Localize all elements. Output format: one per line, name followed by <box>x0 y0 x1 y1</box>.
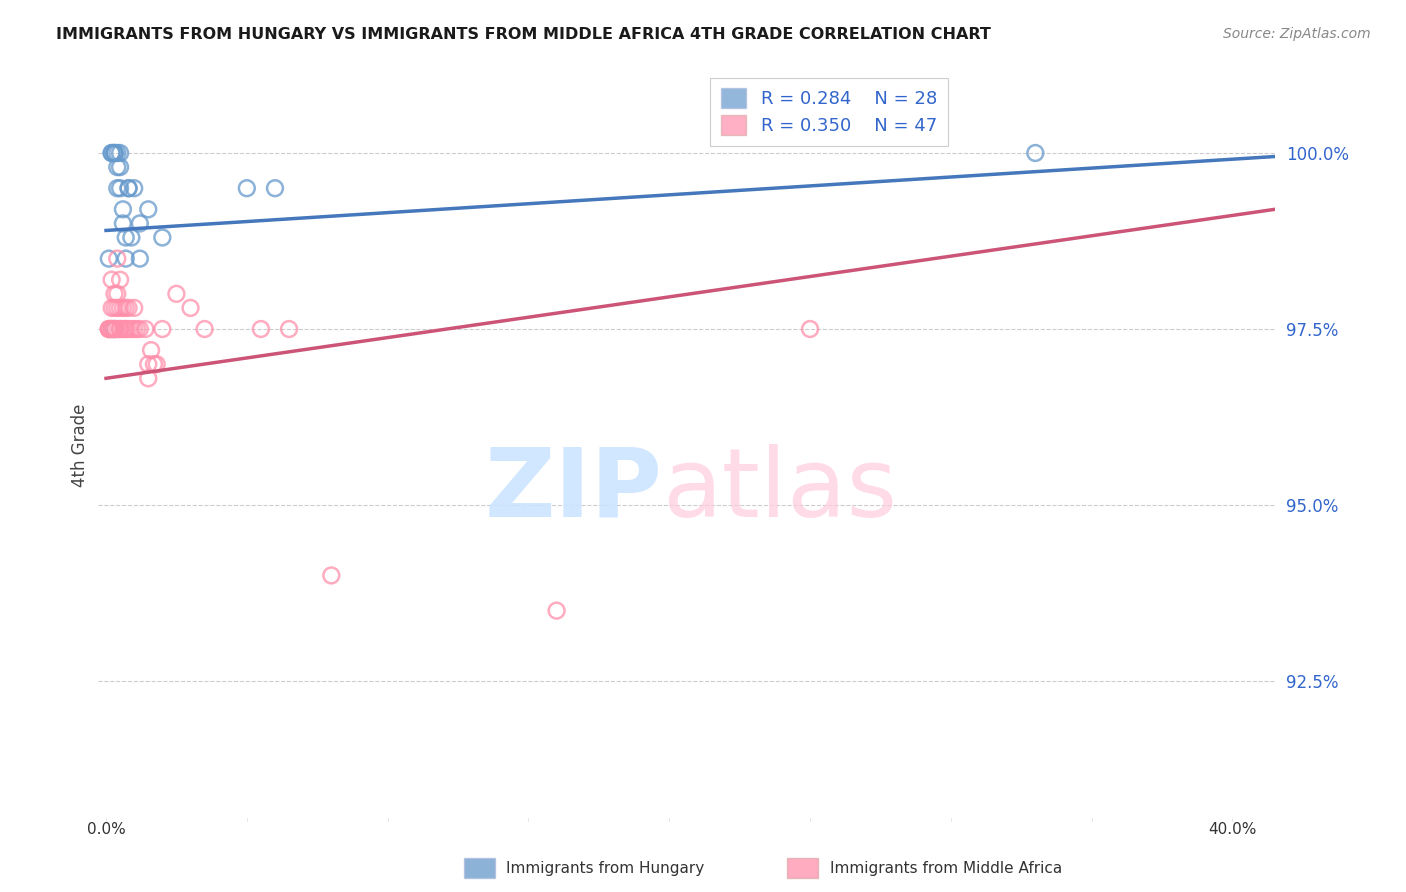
Text: 40.0%: 40.0% <box>1208 822 1257 837</box>
Text: IMMIGRANTS FROM HUNGARY VS IMMIGRANTS FROM MIDDLE AFRICA 4TH GRADE CORRELATION C: IMMIGRANTS FROM HUNGARY VS IMMIGRANTS FR… <box>56 27 991 42</box>
Point <box>139 343 162 358</box>
Point <box>128 322 150 336</box>
Point <box>1024 146 1046 161</box>
Point <box>114 322 136 336</box>
Text: Immigrants from Hungary: Immigrants from Hungary <box>506 862 704 876</box>
Point <box>100 322 122 336</box>
Point <box>105 146 128 161</box>
Point <box>117 322 139 336</box>
Point <box>103 322 125 336</box>
Point <box>179 301 201 315</box>
Point <box>100 301 122 315</box>
Point <box>97 252 120 266</box>
Point <box>108 322 131 336</box>
Point <box>103 301 125 315</box>
Point <box>278 322 301 336</box>
Point <box>114 322 136 336</box>
Point <box>250 322 273 336</box>
Point <box>546 604 568 618</box>
Point <box>125 322 148 336</box>
Point <box>128 252 150 266</box>
Point <box>134 322 156 336</box>
Text: ZIP: ZIP <box>485 444 662 537</box>
Point <box>103 322 125 336</box>
Point <box>100 146 122 161</box>
Point <box>108 273 131 287</box>
Point <box>114 230 136 244</box>
Point <box>100 146 122 161</box>
Point <box>100 322 122 336</box>
Point <box>97 322 120 336</box>
Point <box>108 322 131 336</box>
Point <box>105 322 128 336</box>
Point <box>97 322 120 336</box>
Point <box>111 301 134 315</box>
Y-axis label: 4th Grade: 4th Grade <box>72 403 89 487</box>
Point <box>136 371 159 385</box>
Point <box>165 286 187 301</box>
Point <box>120 230 142 244</box>
Point <box>117 301 139 315</box>
Point <box>111 322 134 336</box>
Point <box>122 301 145 315</box>
Point <box>103 146 125 161</box>
Point <box>150 230 173 244</box>
Point <box>100 322 122 336</box>
Point <box>114 301 136 315</box>
Text: atlas: atlas <box>662 444 897 537</box>
Text: Source: ZipAtlas.com: Source: ZipAtlas.com <box>1223 27 1371 41</box>
Point <box>114 252 136 266</box>
Point <box>103 146 125 161</box>
Point <box>100 273 122 287</box>
Point <box>108 160 131 174</box>
Point <box>145 357 167 371</box>
Point <box>103 322 125 336</box>
Point <box>136 202 159 217</box>
Point <box>108 146 131 161</box>
Point <box>150 322 173 336</box>
Point <box>128 216 150 230</box>
Text: 0.0%: 0.0% <box>87 822 125 837</box>
Point <box>105 301 128 315</box>
Point <box>111 216 134 230</box>
Point <box>105 160 128 174</box>
Point <box>264 181 287 195</box>
Point <box>103 146 125 161</box>
Point <box>321 568 343 582</box>
Point <box>236 181 259 195</box>
Point <box>111 202 134 217</box>
Point <box>120 322 142 336</box>
Point <box>108 181 131 195</box>
Point <box>97 322 120 336</box>
Point <box>136 357 159 371</box>
Text: Immigrants from Middle Africa: Immigrants from Middle Africa <box>830 862 1062 876</box>
Point <box>105 252 128 266</box>
Point <box>117 181 139 195</box>
Point <box>194 322 217 336</box>
Point <box>122 181 145 195</box>
Point <box>103 286 125 301</box>
Point <box>108 301 131 315</box>
Point <box>122 322 145 336</box>
Point <box>105 181 128 195</box>
Point <box>799 322 821 336</box>
Point <box>105 286 128 301</box>
Legend: R = 0.284    N = 28, R = 0.350    N = 47: R = 0.284 N = 28, R = 0.350 N = 47 <box>710 78 948 146</box>
Point <box>117 181 139 195</box>
Point <box>142 357 165 371</box>
